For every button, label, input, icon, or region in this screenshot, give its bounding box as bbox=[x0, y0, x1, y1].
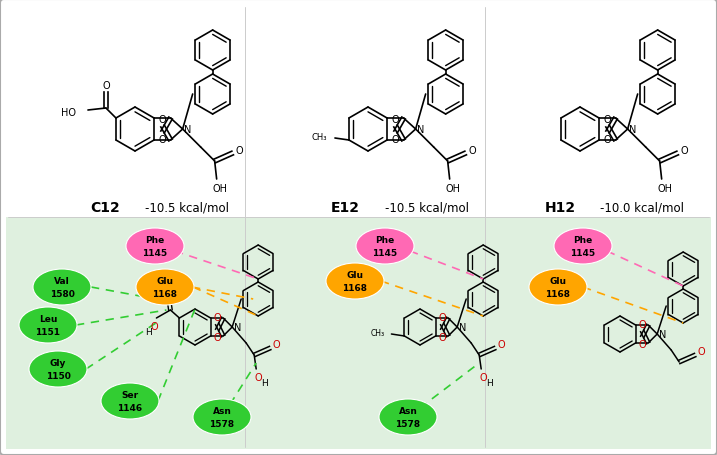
Text: 1150: 1150 bbox=[46, 372, 70, 381]
Text: 1578: 1578 bbox=[396, 420, 421, 429]
Text: 1145: 1145 bbox=[143, 249, 168, 258]
Text: O: O bbox=[391, 115, 399, 125]
Ellipse shape bbox=[529, 269, 587, 305]
Text: H: H bbox=[261, 379, 267, 388]
Text: 1168: 1168 bbox=[153, 290, 178, 299]
Text: Glu: Glu bbox=[156, 277, 174, 286]
Text: O: O bbox=[272, 339, 280, 349]
Text: Glu: Glu bbox=[346, 271, 364, 280]
Text: O: O bbox=[255, 372, 262, 382]
Text: C12: C12 bbox=[90, 201, 120, 214]
Text: O: O bbox=[604, 115, 612, 125]
Text: Val: Val bbox=[54, 277, 70, 286]
Text: Leu: Leu bbox=[39, 315, 57, 324]
Text: Phe: Phe bbox=[574, 236, 593, 245]
Ellipse shape bbox=[33, 269, 91, 305]
Text: -10.5 kcal/mol: -10.5 kcal/mol bbox=[145, 201, 229, 214]
Text: O: O bbox=[438, 332, 446, 342]
Text: N: N bbox=[629, 125, 637, 135]
Text: -10.5 kcal/mol: -10.5 kcal/mol bbox=[385, 201, 469, 214]
Text: O: O bbox=[638, 319, 646, 329]
Ellipse shape bbox=[136, 269, 194, 305]
Text: 1168: 1168 bbox=[343, 284, 368, 293]
Ellipse shape bbox=[356, 228, 414, 264]
Text: H: H bbox=[486, 379, 493, 388]
Text: 1578: 1578 bbox=[209, 420, 234, 429]
Text: 1580: 1580 bbox=[49, 290, 75, 299]
Text: 1151: 1151 bbox=[36, 328, 60, 337]
Text: O: O bbox=[158, 135, 166, 145]
Text: OH: OH bbox=[445, 184, 460, 193]
Bar bbox=[6, 217, 711, 449]
Ellipse shape bbox=[29, 351, 87, 387]
Text: Phe: Phe bbox=[376, 236, 394, 245]
Text: O: O bbox=[158, 115, 166, 125]
Text: O: O bbox=[498, 339, 505, 349]
Text: Asn: Asn bbox=[212, 407, 232, 415]
Text: Asn: Asn bbox=[399, 407, 417, 415]
Text: O: O bbox=[165, 284, 172, 294]
Text: O: O bbox=[214, 312, 221, 322]
Text: O: O bbox=[214, 332, 221, 342]
Ellipse shape bbox=[554, 228, 612, 264]
Text: N: N bbox=[658, 329, 666, 339]
Text: H12: H12 bbox=[544, 201, 576, 214]
Ellipse shape bbox=[193, 399, 251, 435]
Ellipse shape bbox=[19, 307, 77, 343]
Text: E12: E12 bbox=[331, 201, 359, 214]
Text: O: O bbox=[102, 81, 110, 91]
Text: -10.0 kcal/mol: -10.0 kcal/mol bbox=[600, 201, 684, 214]
Text: Phe: Phe bbox=[146, 236, 165, 245]
Text: CH₃: CH₃ bbox=[311, 133, 327, 142]
Text: H: H bbox=[145, 328, 152, 337]
Text: Ser: Ser bbox=[121, 391, 138, 399]
Text: O: O bbox=[698, 346, 705, 356]
Text: 1145: 1145 bbox=[571, 249, 596, 258]
Text: 1145: 1145 bbox=[372, 249, 397, 258]
Text: N: N bbox=[458, 322, 466, 332]
Text: O: O bbox=[638, 339, 646, 349]
Text: O: O bbox=[438, 312, 446, 322]
Text: N: N bbox=[234, 322, 241, 332]
Ellipse shape bbox=[126, 228, 184, 264]
Text: O: O bbox=[681, 146, 688, 156]
Text: OH: OH bbox=[212, 184, 227, 193]
Text: Glu: Glu bbox=[549, 277, 566, 286]
Text: O: O bbox=[151, 321, 158, 331]
Text: Gly: Gly bbox=[49, 359, 66, 368]
Text: O: O bbox=[391, 135, 399, 145]
Ellipse shape bbox=[379, 399, 437, 435]
Text: CH₃: CH₃ bbox=[370, 329, 384, 338]
Text: O: O bbox=[480, 372, 487, 382]
Ellipse shape bbox=[101, 383, 159, 419]
Text: OH: OH bbox=[657, 184, 672, 193]
Text: O: O bbox=[604, 135, 612, 145]
Text: 1146: 1146 bbox=[118, 404, 143, 413]
Text: N: N bbox=[417, 125, 424, 135]
Text: O: O bbox=[236, 146, 244, 156]
Text: HO: HO bbox=[61, 108, 76, 118]
Ellipse shape bbox=[326, 263, 384, 299]
Text: O: O bbox=[469, 146, 477, 156]
Text: N: N bbox=[184, 125, 191, 135]
Text: 1168: 1168 bbox=[546, 290, 571, 299]
